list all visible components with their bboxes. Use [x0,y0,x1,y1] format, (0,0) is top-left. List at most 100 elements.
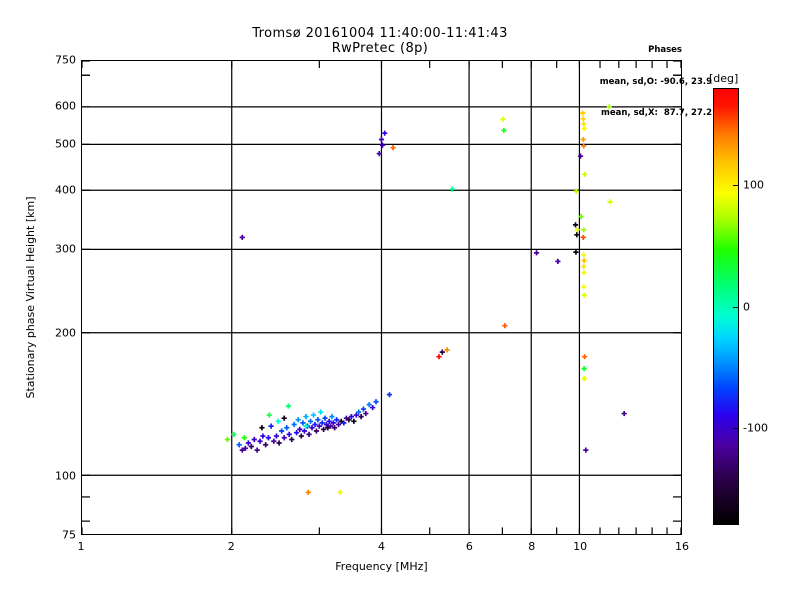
data-point [273,433,280,439]
data-point [284,425,290,431]
phase-statistics-o-mode: mean, sd,O: -90.6, 23.9 [599,76,712,87]
data-point [268,423,274,429]
data-point [581,252,587,258]
data-point [281,415,287,421]
data-point [276,440,282,446]
data-point [297,426,303,432]
data-point [336,421,342,428]
x-tick-label: 8 [528,540,536,553]
phase-statistics-heading: Phases [648,45,682,55]
data-point [581,354,588,360]
data-point [326,418,332,424]
data-point [316,423,322,429]
data-point [439,349,445,355]
data-point [379,142,386,148]
colorbar-tick-label: 100 [743,178,764,192]
data-point [275,418,281,424]
data-point [366,402,372,408]
data-point [265,435,272,441]
x-tick-label: 4 [378,540,385,553]
data-point [293,430,300,436]
data-point [295,417,301,423]
data-point [241,435,247,441]
y-tick-label: 500 [55,137,76,151]
data-point [323,421,330,428]
data-point [239,447,245,453]
plot-title-main: Tromsø 20161004 11:40:00-11:41:43 [252,26,508,41]
data-point [286,431,292,437]
data-point [436,354,442,360]
data-point [346,417,352,423]
data-point [281,435,287,441]
data-point [306,431,312,437]
data-point [533,250,540,256]
x-tick-label: 1 [77,540,85,553]
data-point [330,420,336,426]
phase-colorbar: 100 0 -100 [713,88,768,525]
axis-minor-ticks [82,61,681,535]
data-point [300,420,306,426]
data-point [500,116,506,122]
y-tick-label: 200 [55,326,76,340]
data-point [581,258,587,264]
colorbar-tick-label: 0 [743,300,750,313]
y-tick-label: 75 [62,528,76,542]
data-point [382,130,388,136]
data-point [332,425,338,431]
data-point [325,425,331,431]
data-point [581,269,587,276]
colorbar-tick-mark [733,306,739,308]
data-point [334,417,340,423]
data-point [248,443,254,450]
x-tick-label: 6 [465,540,473,553]
data-point [577,153,584,159]
data-point [251,436,257,443]
data-point [574,232,580,238]
data-point [327,423,334,429]
data-point [606,104,612,110]
data-point [449,186,455,192]
data-point [254,447,260,453]
data-point [291,421,297,428]
data-point [341,420,347,426]
x-tick-label: 16 [675,540,689,553]
data-point [363,410,369,417]
data-point [231,431,237,437]
data-point [305,489,311,495]
data-point [607,199,613,205]
data-point [574,227,580,233]
y-axis-tick-labels: 75 100 200 300 400 500 600 750 [40,54,76,542]
data-point [307,418,314,424]
data-point [555,258,561,264]
data-point [263,442,269,448]
data-point [581,376,587,382]
data-point [581,366,587,372]
x-tick-label: 10 [573,540,588,553]
x-axis-tick-labels: 1 2 4 6 8 10 16 [77,540,690,556]
y-tick-label: 600 [55,99,76,113]
data-point [271,438,277,444]
data-point [260,433,266,439]
phase-statistics: Phases mean, sd,O: -90.6, 23.9 mean, sd,… [600,24,712,129]
data-point [298,433,304,439]
data-point [581,125,587,132]
data-point [348,414,354,420]
data-point [289,436,295,443]
data-point [573,249,579,255]
data-point [353,412,359,418]
data-point [378,136,385,143]
data-point [356,409,362,415]
data-point [358,414,364,420]
data-point [583,447,589,453]
data-point [580,234,586,240]
colorbar-unit-label: [deg] [709,72,739,85]
data-point [373,399,379,405]
y-tick-label: 300 [55,242,76,256]
data-point [581,284,587,290]
scatter-plot-canvas [82,61,681,535]
data-point [319,420,325,426]
data-point [266,412,272,418]
data-point [581,143,587,149]
data-point [370,404,376,411]
data-point [580,136,586,143]
